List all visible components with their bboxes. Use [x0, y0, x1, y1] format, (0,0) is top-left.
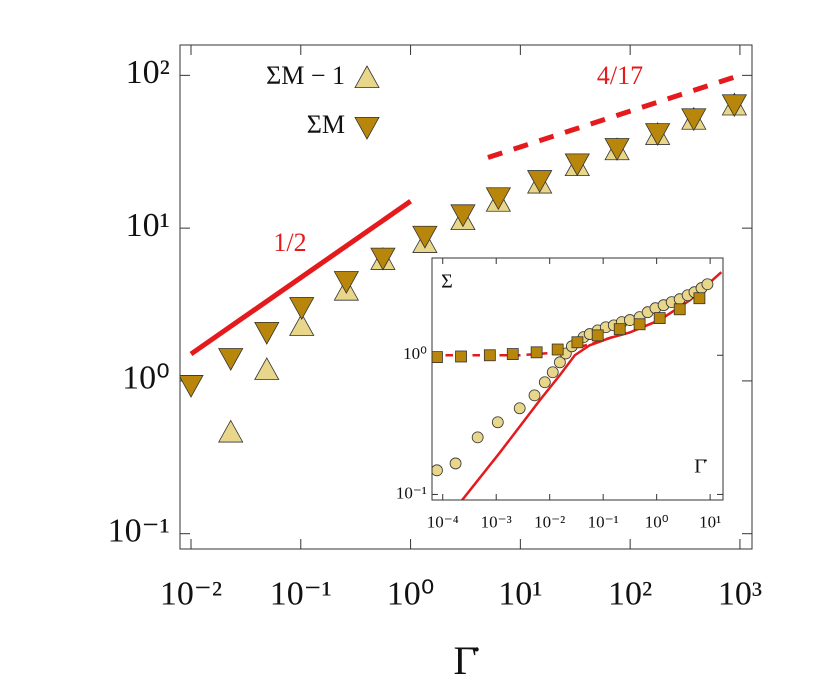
marker-down [450, 204, 476, 228]
marker-circle [513, 402, 526, 415]
marker-circle [471, 431, 484, 444]
marker-square [613, 323, 626, 336]
legend-label: ΣM − 1 [266, 61, 345, 90]
marker-circle [701, 278, 714, 291]
marker-down [254, 322, 280, 345]
marker-square [693, 292, 706, 305]
marker-circle [546, 366, 559, 379]
marker-up [354, 65, 380, 88]
marker-circle [528, 389, 541, 402]
plot-area [432, 271, 723, 500]
marker-down [485, 187, 512, 211]
y-tick-label: 10⁰ [403, 344, 427, 363]
marker-down [412, 225, 438, 249]
chart-1: 10⁻⁴ 10⁻³ 10⁻² 10⁻¹ 10⁰ 10¹ 10⁻¹ 10⁰ Γ̇ Σ [396, 257, 724, 532]
x-tick-label: 10⁻³ [481, 513, 512, 532]
legend-label: ΣM [307, 110, 345, 139]
y-tick-label: 10⁰ [122, 360, 170, 397]
marker-down [289, 297, 315, 320]
y-tick-label: 10² [126, 54, 170, 91]
marker-circle [432, 464, 443, 477]
x-tick-label: 10⁻² [534, 513, 565, 532]
marker-up [289, 313, 315, 336]
marker-down [681, 108, 707, 132]
marker-circle [553, 356, 566, 369]
marker-down [180, 375, 204, 398]
marker-up [254, 357, 280, 380]
marker-square [530, 346, 543, 359]
marker-up [218, 419, 244, 443]
x-tick-label: 10⁰ [387, 575, 435, 612]
y-axis-label: Σ [441, 271, 453, 293]
marker-circle [538, 376, 551, 389]
x-tick-label: 10⁰ [645, 513, 669, 532]
marker-down [354, 117, 380, 140]
x-axis-label: Γ̇ [453, 638, 479, 683]
marker-circle [449, 457, 462, 470]
x-tick-label: 10² [608, 575, 652, 612]
y-tick-label: 10⁻¹ [108, 512, 170, 549]
line [487, 72, 741, 160]
line [461, 271, 723, 500]
x-tick-label: 10¹ [498, 575, 542, 612]
marker-square [633, 318, 646, 331]
y-tick-label: 10¹ [126, 207, 170, 244]
marker-down [644, 123, 671, 147]
line [189, 199, 412, 357]
annotation: 1/2 [273, 228, 306, 257]
marker-square [571, 336, 584, 349]
y-tick-label: 10⁻¹ [396, 483, 427, 502]
x-axis-label: Γ̇ [694, 456, 708, 478]
marker-square [506, 348, 519, 360]
x-tick-label: 10⁻⁴ [427, 513, 459, 532]
x-tick-label: 10¹ [699, 513, 721, 532]
plot-frame [431, 257, 724, 501]
marker-down [527, 170, 553, 194]
x-tick-label: 10³ [718, 575, 762, 612]
marker-down [564, 153, 590, 177]
marker-down [333, 271, 360, 294]
marker-down [218, 348, 244, 371]
annotation: 4/17 [597, 61, 643, 90]
marker-down [604, 138, 630, 161]
marker-square [483, 349, 496, 362]
chart-0: 10⁻² 10⁻¹ 10⁰ 10¹ 10² 10³ 10⁻¹ 10⁰ 10¹ 10² Γ̇ ΣM − … [108, 44, 762, 683]
marker-square [432, 351, 443, 364]
marker-down [721, 94, 748, 118]
x-tick-label: 10⁻¹ [588, 513, 619, 532]
marker-square [551, 343, 564, 356]
marker-down [370, 247, 396, 271]
marker-square [455, 350, 467, 363]
marker-circle [491, 416, 504, 429]
plot-frame [179, 44, 753, 550]
plot-area [180, 72, 748, 443]
marker-square [673, 303, 686, 316]
x-tick-label: 10⁻¹ [270, 575, 332, 612]
x-tick-label: 10⁻² [160, 575, 222, 612]
marker-square [653, 312, 666, 324]
marker-square [591, 329, 604, 342]
